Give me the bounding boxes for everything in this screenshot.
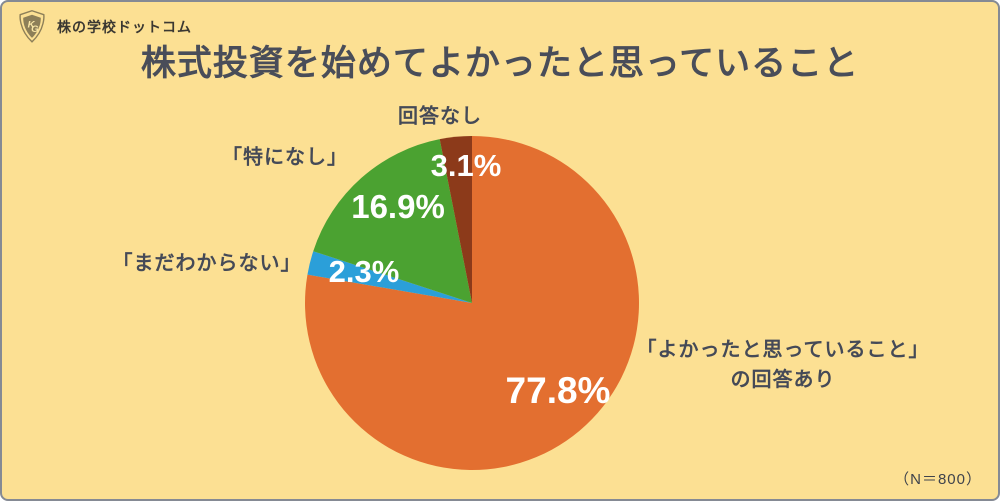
value-label-no-answer: 3.1% [430, 148, 502, 183]
site-logo-text: 株の学校ドットコム [57, 18, 192, 35]
pie-slice [313, 139, 472, 303]
pie-slice [307, 251, 472, 303]
kg-shield-icon: K G [19, 10, 45, 43]
value-label-nothing-particular: 16.9% [351, 188, 445, 225]
chart-title: 株式投資を始めてよかったと思っていること [140, 44, 860, 83]
slice-label-main-answer: 「よかったと思っていること」 の回答あり [637, 335, 930, 395]
slice-label-main-answer-line1: 「よかったと思っていること」 [636, 339, 930, 361]
value-label-main-answer: 77.8% [505, 370, 611, 411]
svg-text:K: K [28, 19, 36, 30]
svg-text:G: G [31, 24, 39, 35]
slice-label-dont-know-yet: 「まだわからない」 [112, 252, 302, 275]
pie-chart [305, 136, 640, 471]
slice-label-main-answer-line2: の回答あり [730, 369, 836, 391]
site-logo: K G 株の学校ドットコム [14, 9, 192, 44]
pie-slice [305, 136, 640, 471]
value-label-dont-know-yet: 2.3% [328, 254, 400, 289]
sample-size-note: （N＝800） [894, 471, 982, 488]
slice-label-no-answer: 回答なし [398, 105, 482, 128]
pie-slice [439, 136, 472, 303]
slice-label-nothing-particular: 「特になし」 [222, 146, 348, 169]
